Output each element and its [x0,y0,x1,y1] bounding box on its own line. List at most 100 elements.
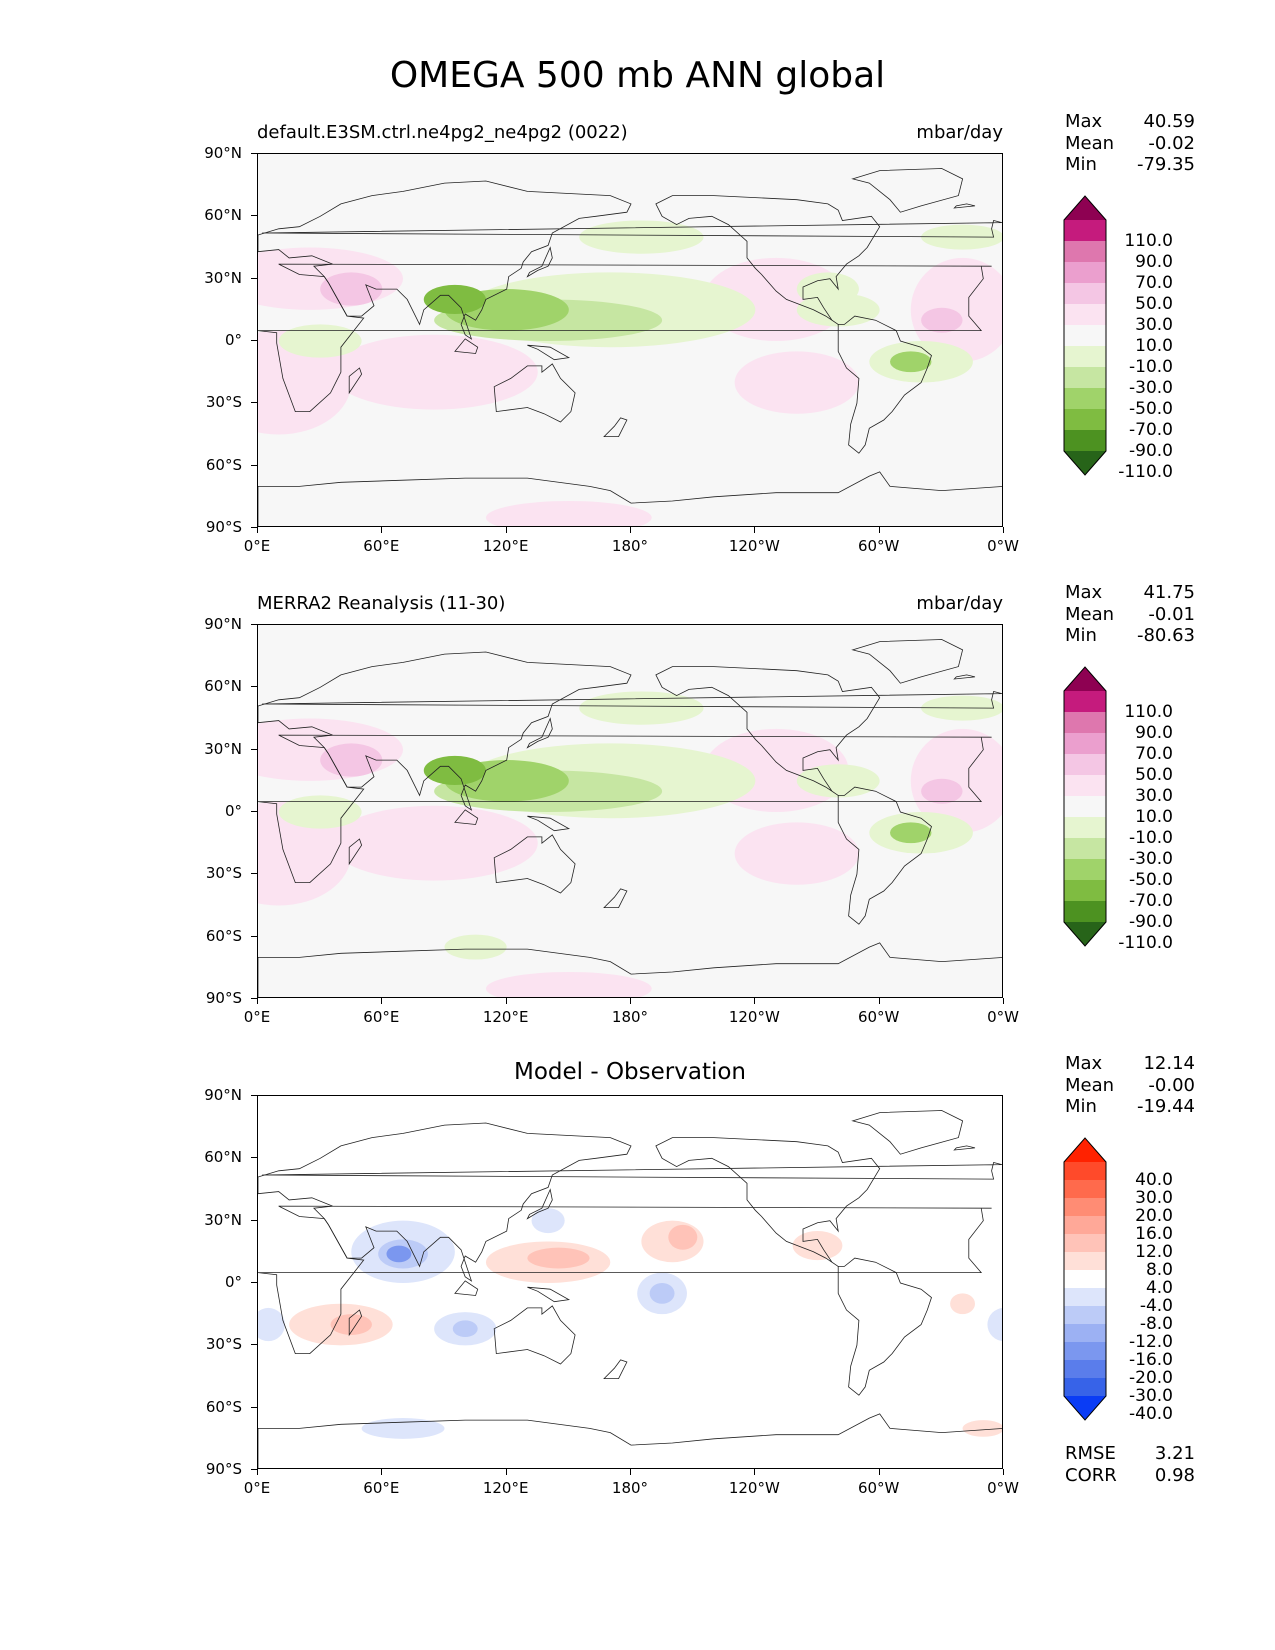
colorbar-extend-bottom [1064,451,1106,475]
colorbar-segment [1064,1324,1106,1342]
colorbar-tick-label: -50.0 [1129,399,1173,419]
map-plot [257,624,1003,998]
contour-region [921,778,963,804]
colorbar-tick-label: -110.0 [1118,933,1173,953]
coastline [655,1137,881,1267]
lat-tick-label: 30°S [205,1335,242,1354]
lat-tick-label: 60°S [205,1397,242,1416]
lon-tick [1003,998,1004,1004]
colorbar-segment [1064,838,1106,859]
coastline [258,263,992,412]
contour-region [527,1247,590,1269]
lon-tick-label: 0°W [987,1479,1019,1497]
contour-region [320,272,383,306]
rmse-label: RMSE [1065,1443,1116,1464]
lat-tick-label: 30°N [204,1210,242,1229]
lon-tick [1003,1469,1004,1475]
colorbar-tick-label: 70.0 [1135,744,1173,764]
lat-tick-label: 0° [224,1273,242,1291]
coastline [526,1188,553,1220]
stat-mean-label: Mean [1065,1074,1115,1096]
map-svg [258,154,1002,526]
coastline [258,471,1002,526]
coastline [837,786,932,925]
contour-region [485,500,652,526]
lat-tick-label: 0° [224,331,242,349]
lat-tick-label: 60°N [204,206,242,225]
coastline [837,315,932,454]
corr-label: CORR [1065,1464,1117,1486]
coastline [454,338,479,354]
lat-tick-label: 60°N [204,1148,242,1167]
contour-region [987,1308,1002,1342]
contour-region [734,351,859,414]
coastline [655,666,881,796]
contour-region [278,795,362,829]
colorbar-tick-label: 90.0 [1135,252,1173,272]
lon-tick-label: 120°E [482,1008,529,1026]
stat-max-label: Max [1065,111,1103,132]
colorbar-segment [1064,241,1106,262]
stat-min: -79.35 [1136,154,1195,175]
lon-tick [630,998,631,1004]
contour-region [278,324,362,358]
colorbar-segment [1064,1360,1106,1378]
coastline [526,717,553,749]
coastline [953,203,976,209]
colorbar-tick-label: 8.0 [1145,1260,1173,1280]
lon-tick [754,527,756,533]
coastline [262,1162,1002,1180]
colorbar-tick-label: 10.0 [1135,336,1173,356]
stat-mean: -0.02 [1148,132,1195,154]
coastline [348,1309,363,1337]
colorbar-tick-label: 12.0 [1135,1242,1173,1262]
coastline [493,363,576,423]
contour-region [531,1208,565,1234]
colorbar-segment [1064,1288,1106,1306]
lat-tick [251,748,257,750]
lon-tick-label: 180° [611,1479,649,1497]
contour-region [950,1293,975,1315]
contour-region [579,220,704,254]
lon-tick-label: 0°W [987,1008,1019,1026]
coastline [262,220,1002,238]
lat-tick-label: 90°S [205,518,242,536]
lat-tick-label: 30°N [204,268,242,287]
colorbar-svg [1063,666,1107,947]
colorbar-tick-label: 90.0 [1135,723,1173,743]
lon-tick-label: 60°E [363,1479,400,1497]
colorbar-tick-label: 40.0 [1135,1170,1173,1190]
stat-max: 40.59 [1143,111,1195,132]
contour-region [649,1283,675,1304]
panel-obs: MERRA2 Reanalysis (11-30) mbar/day Max 41… [0,582,1275,1046]
stat-mean-label: Mean [1065,603,1115,625]
lon-tick-label: 60°W [857,537,900,555]
stats-block: Max 41.75 Mean -0.01 Min -80.63 [1065,582,1195,647]
contour-region [330,805,538,881]
colorbar-segment [1064,1216,1106,1234]
stat-min: -80.63 [1136,625,1195,646]
colorbar-segment [1064,775,1106,796]
lon-tick [381,998,383,1004]
coastline [348,367,363,395]
colorbar-segment [1064,817,1106,838]
stat-mean: -0.00 [1148,1074,1195,1096]
lon-tick-label: 120°W [728,1008,780,1026]
lat-tick [251,1157,257,1159]
colorbar-tick-label: 50.0 [1135,765,1173,785]
coastline [527,344,571,361]
colorbar-tick-label: -30.0 [1129,1386,1173,1406]
lat-tick [251,873,257,875]
colorbar-tick-label: 10.0 [1135,807,1173,827]
stat-max: 41.75 [1143,582,1195,603]
colorbar-tick-label: 50.0 [1135,294,1173,314]
lon-tick [754,998,756,1004]
map-plot [257,153,1003,527]
panel-title-left: MERRA2 Reanalysis (11-30) [257,593,506,614]
stat-min-label: Min [1065,154,1097,175]
rmse-corr-block: RMSE 3.21 CORR 0.98 [1065,1443,1195,1486]
lon-tick-label: 180° [611,537,649,555]
lon-tick [878,998,880,1004]
stats-block: Max 12.14 Mean -0.00 Min -19.44 [1065,1053,1195,1118]
colorbar-segment [1064,1234,1106,1252]
